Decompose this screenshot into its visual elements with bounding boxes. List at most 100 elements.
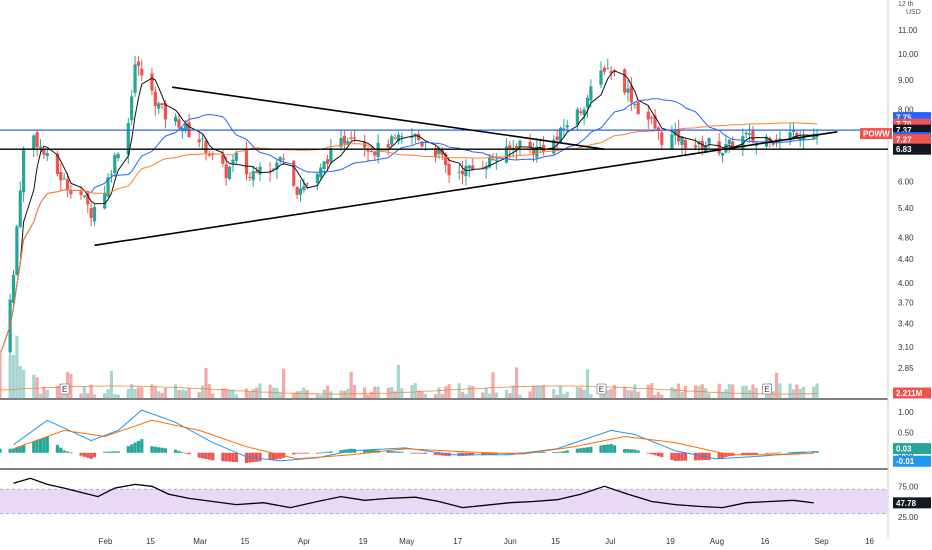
volume-bar (15, 335, 19, 398)
macd-histogram-bar (160, 447, 164, 453)
volume-bar (812, 386, 816, 398)
candle-body (305, 183, 309, 185)
macd-histogram-bar (575, 448, 579, 453)
volume-bar (116, 394, 120, 398)
volume-bar (231, 389, 235, 398)
macd-histogram-bar (35, 440, 39, 453)
candle-body (298, 188, 303, 195)
candle-body (224, 164, 228, 179)
volume-bar (633, 384, 637, 398)
time-tick-label: 19 (359, 537, 368, 546)
macd-histogram-bar (180, 451, 184, 453)
volume-bar (673, 388, 677, 398)
candle-body (79, 191, 83, 195)
last-price-badge-text: 7.27 (896, 136, 912, 145)
volume-bar (207, 383, 211, 398)
volume-bar (552, 389, 556, 398)
macd-histogram-bar (22, 445, 26, 453)
volume-bar (251, 389, 255, 398)
volume-bar (126, 388, 130, 398)
volume-bar (720, 391, 725, 398)
macd-histogram-bar (400, 451, 404, 453)
volume-bar (464, 393, 468, 398)
macd-histogram-bar (45, 436, 49, 453)
macd-histogram-bar (315, 452, 319, 454)
candle-body (528, 142, 532, 148)
candle-body (579, 111, 583, 113)
candle-body (248, 176, 252, 178)
volume-bar (582, 389, 586, 398)
volume-bar (244, 388, 249, 398)
candle-body (363, 142, 367, 148)
candle-body (504, 146, 509, 163)
macd-histogram-bar (150, 446, 154, 453)
time-tick-label: 15 (146, 537, 155, 546)
macd-histogram-bar (815, 451, 819, 453)
candle-body (82, 195, 87, 197)
macd-histogram-bar (484, 452, 488, 455)
volume-bar (211, 393, 215, 398)
candle-body (55, 153, 59, 175)
macd-histogram-bar (612, 445, 617, 453)
candle-body (751, 130, 755, 143)
time-tick-label: 16 (760, 537, 769, 546)
macd-histogram-bar (589, 446, 593, 453)
macd-histogram-bar (791, 451, 796, 453)
candle-body (744, 132, 748, 135)
price-tick-label: 8.00 (898, 106, 914, 115)
volume-bar (504, 389, 509, 398)
volume-bar (227, 390, 232, 398)
volume-bar (278, 393, 282, 398)
volume-bar (32, 374, 36, 398)
time-tick-label: May (399, 537, 414, 546)
candle-body (717, 141, 721, 154)
macd-histogram-bar (393, 451, 397, 453)
volume-bar (366, 394, 370, 398)
volume-bar (302, 387, 306, 398)
candle-body (481, 167, 485, 169)
candle-body (32, 135, 36, 150)
volume-bar (180, 389, 184, 398)
candle-body (244, 149, 249, 175)
badge-7-37 (893, 124, 931, 136)
candle-body (342, 135, 346, 144)
sma-mid-line (0, 98, 818, 356)
volume-bar (444, 386, 448, 398)
macd-histogram-bar (204, 452, 208, 459)
volume-bar (471, 386, 475, 398)
volume-bar (295, 391, 299, 398)
candle-body (255, 171, 259, 174)
macd-histogram-bar (656, 452, 661, 457)
macd-histogram-bar (707, 452, 711, 461)
volume-bar (481, 392, 485, 398)
scale-top-label: 12 th (898, 1, 914, 8)
volume-bar (204, 367, 208, 398)
volume-bar (62, 391, 66, 398)
candle-body (731, 141, 735, 148)
macd-histogram-bar (481, 452, 485, 456)
macd-histogram-bar (396, 451, 401, 453)
candle-body (562, 128, 566, 130)
candle-body (211, 154, 215, 156)
candle-body (38, 146, 43, 148)
price-tick-label: 4.80 (898, 233, 914, 242)
volume-bar (420, 391, 424, 398)
candle-body (352, 137, 357, 139)
ticker-badge-text: POWW (863, 130, 890, 139)
macd-histogram-bar (741, 452, 745, 456)
candle-body (386, 144, 390, 148)
candle-body (538, 147, 542, 150)
candle-body (221, 153, 225, 164)
volume-bar (86, 392, 90, 398)
macd-histogram-bar (673, 452, 677, 461)
volume-bar (248, 392, 252, 398)
candle-body (467, 165, 471, 169)
signal-line (13, 419, 814, 460)
rsi-tick-label: 75.00 (898, 482, 919, 491)
volume-bar (349, 372, 353, 398)
macd-histogram-bar (518, 452, 522, 454)
volume-bar (363, 387, 367, 398)
macd-histogram-bar (322, 452, 326, 454)
time-axis[interactable]: Feb 15 Mar 15 Apr 19 May 17 Jun 15 Jul 19 Aug 16 Sep 16 (99, 537, 875, 546)
candle-body (437, 149, 441, 154)
